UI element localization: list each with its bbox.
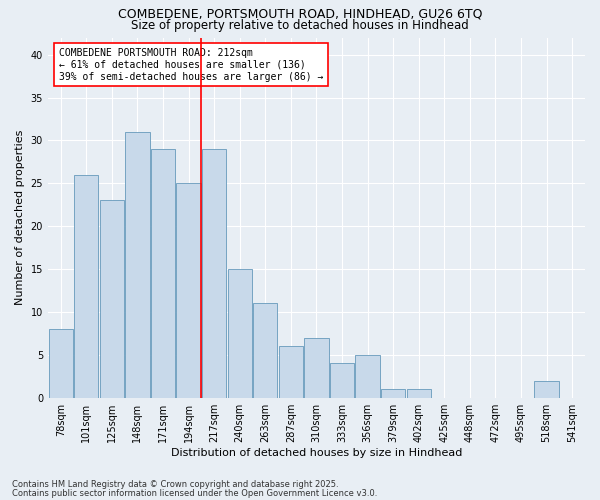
Bar (355, 355, 380, 398)
Bar (176, 184, 201, 398)
Text: Size of property relative to detached houses in Hindhead: Size of property relative to detached ho… (131, 19, 469, 32)
Bar (227, 269, 252, 398)
Bar (125, 132, 149, 398)
Bar (202, 149, 226, 398)
Bar (49, 329, 73, 398)
Bar (330, 364, 354, 398)
Text: COMBEDENE, PORTSMOUTH ROAD, HINDHEAD, GU26 6TQ: COMBEDENE, PORTSMOUTH ROAD, HINDHEAD, GU… (118, 8, 482, 20)
Bar (100, 200, 124, 398)
X-axis label: Distribution of detached houses by size in Hindhead: Distribution of detached houses by size … (171, 448, 462, 458)
Text: Contains HM Land Registry data © Crown copyright and database right 2025.: Contains HM Land Registry data © Crown c… (12, 480, 338, 489)
Y-axis label: Number of detached properties: Number of detached properties (15, 130, 25, 306)
Bar (279, 346, 303, 398)
Bar (381, 389, 406, 398)
Text: Contains public sector information licensed under the Open Government Licence v3: Contains public sector information licen… (12, 488, 377, 498)
Text: COMBEDENE PORTSMOUTH ROAD: 212sqm
← 61% of detached houses are smaller (136)
39%: COMBEDENE PORTSMOUTH ROAD: 212sqm ← 61% … (59, 48, 323, 82)
Bar (253, 304, 277, 398)
Bar (304, 338, 329, 398)
Bar (407, 389, 431, 398)
Bar (535, 380, 559, 398)
Bar (151, 149, 175, 398)
Bar (74, 174, 98, 398)
